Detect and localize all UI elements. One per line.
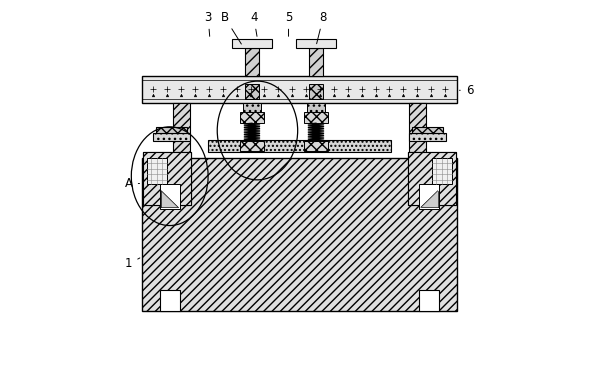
Polygon shape [421, 191, 438, 207]
Bar [143, 152, 191, 206]
Bar [409, 103, 426, 163]
Bar [143, 158, 456, 312]
Bar [309, 48, 322, 76]
Bar [240, 112, 264, 123]
Bar [296, 39, 336, 48]
Bar [143, 152, 191, 206]
Bar [408, 152, 456, 206]
Bar [432, 158, 452, 184]
Bar [304, 141, 328, 150]
Bar [419, 290, 439, 312]
Bar [160, 290, 180, 312]
Bar [173, 103, 190, 163]
Text: 3: 3 [204, 11, 212, 36]
Bar [243, 103, 261, 112]
Bar [246, 48, 259, 76]
Polygon shape [161, 191, 178, 207]
Bar [153, 134, 190, 141]
Text: 5: 5 [285, 11, 292, 36]
Bar [409, 134, 446, 141]
Text: 8: 8 [317, 11, 327, 44]
Bar [156, 127, 187, 134]
Text: 1: 1 [125, 257, 140, 270]
Bar [240, 141, 264, 150]
Bar [419, 184, 439, 209]
Bar [143, 76, 456, 103]
Text: 4: 4 [250, 11, 258, 36]
Bar [208, 139, 391, 152]
Bar [408, 152, 456, 206]
Text: 6: 6 [459, 84, 473, 97]
Bar [160, 184, 180, 209]
Bar [304, 112, 328, 123]
Bar [412, 127, 443, 134]
Bar [147, 158, 167, 184]
Text: B: B [220, 11, 241, 44]
Bar [232, 39, 272, 48]
Bar [246, 84, 259, 99]
Bar [307, 103, 325, 112]
Text: A: A [125, 177, 140, 190]
Bar [309, 84, 322, 99]
